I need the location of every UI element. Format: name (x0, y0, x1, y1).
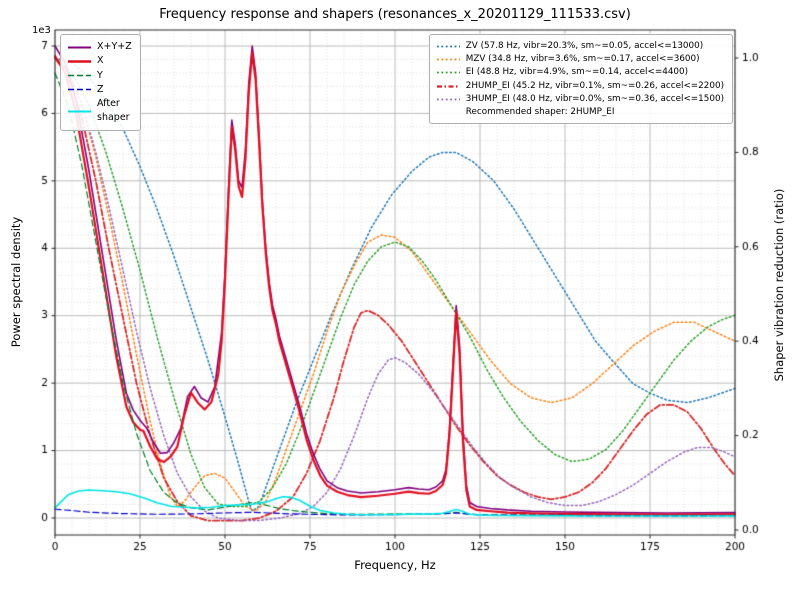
legend-line-swatch (68, 46, 91, 49)
y-right-axis-label: Shaper vibration reduction (ratio) (772, 188, 786, 382)
legend-footer-recommendation: Recommended shaper: 2HUMP_EI (465, 106, 615, 117)
legend-line-swatch (436, 85, 460, 88)
x-axis-label: Frequency, Hz (354, 558, 436, 572)
legend-label: X+Y+Z (97, 41, 132, 52)
shaper-legend: ZV (57.8 Hz, vibr=20.3%, sm~=0.05, accel… (428, 34, 733, 125)
legend-entry: 2HUMP_EI (45.2 Hz, vibr=0.1%, sm~=0.26, … (436, 80, 724, 93)
legend-entry: 3HUMP_EI (48.0 Hz, vibr=0.0%, sm~=0.36, … (436, 93, 724, 106)
legend-line-swatch (68, 74, 91, 77)
legend-label: MZV (34.8 Hz, vibr=3.6%, sm~=0.17, accel… (465, 54, 700, 65)
legend-entry: MZV (34.8 Hz, vibr=3.6%, sm~=0.17, accel… (436, 53, 724, 66)
legend-line-swatch (436, 58, 460, 61)
legend-label: Z (97, 83, 104, 95)
legend-entry: Y (67, 69, 132, 83)
legend-label: After shaper (97, 98, 130, 124)
legend-entry: After shaper (67, 97, 132, 126)
legend-label: 2HUMP_EI (45.2 Hz, vibr=0.1%, sm~=0.26, … (465, 80, 724, 91)
legend-label: ZV (57.8 Hz, vibr=20.3%, sm~=0.05, accel… (465, 41, 704, 51)
chart-title: Frequency response and shapers (resonanc… (159, 7, 631, 22)
legend-line-swatch (436, 45, 460, 48)
y-left-axis-label: Power spectral density (9, 216, 23, 348)
legend-entry: EI (48.8 Hz, vibr=4.9%, sm~=0.14, accel<… (436, 66, 724, 79)
legend-line-swatch (68, 60, 91, 63)
legend-line-swatch (436, 98, 460, 101)
legend-line-swatch (68, 110, 91, 113)
legend-label: 3HUMP_EI (48.0 Hz, vibr=0.0%, sm~=0.36, … (465, 93, 724, 104)
legend-entry: X (67, 54, 132, 68)
legend-entry: X+Y+Z (67, 40, 132, 54)
psd-legend: X+Y+Z X Y Z After shaper (60, 34, 141, 131)
legend-label: X (97, 55, 104, 67)
legend-label: EI (48.8 Hz, vibr=4.9%, sm~=0.14, accel<… (465, 67, 689, 78)
y-left-offset-label: 1e3 (32, 25, 51, 36)
legend-label: Y (97, 69, 103, 81)
legend-line-swatch (68, 89, 91, 91)
legend-entry: ZV (57.8 Hz, vibr=20.3%, sm~=0.05, accel… (436, 40, 724, 53)
legend-line-swatch (436, 72, 460, 74)
legend-entry: Z (67, 83, 132, 97)
